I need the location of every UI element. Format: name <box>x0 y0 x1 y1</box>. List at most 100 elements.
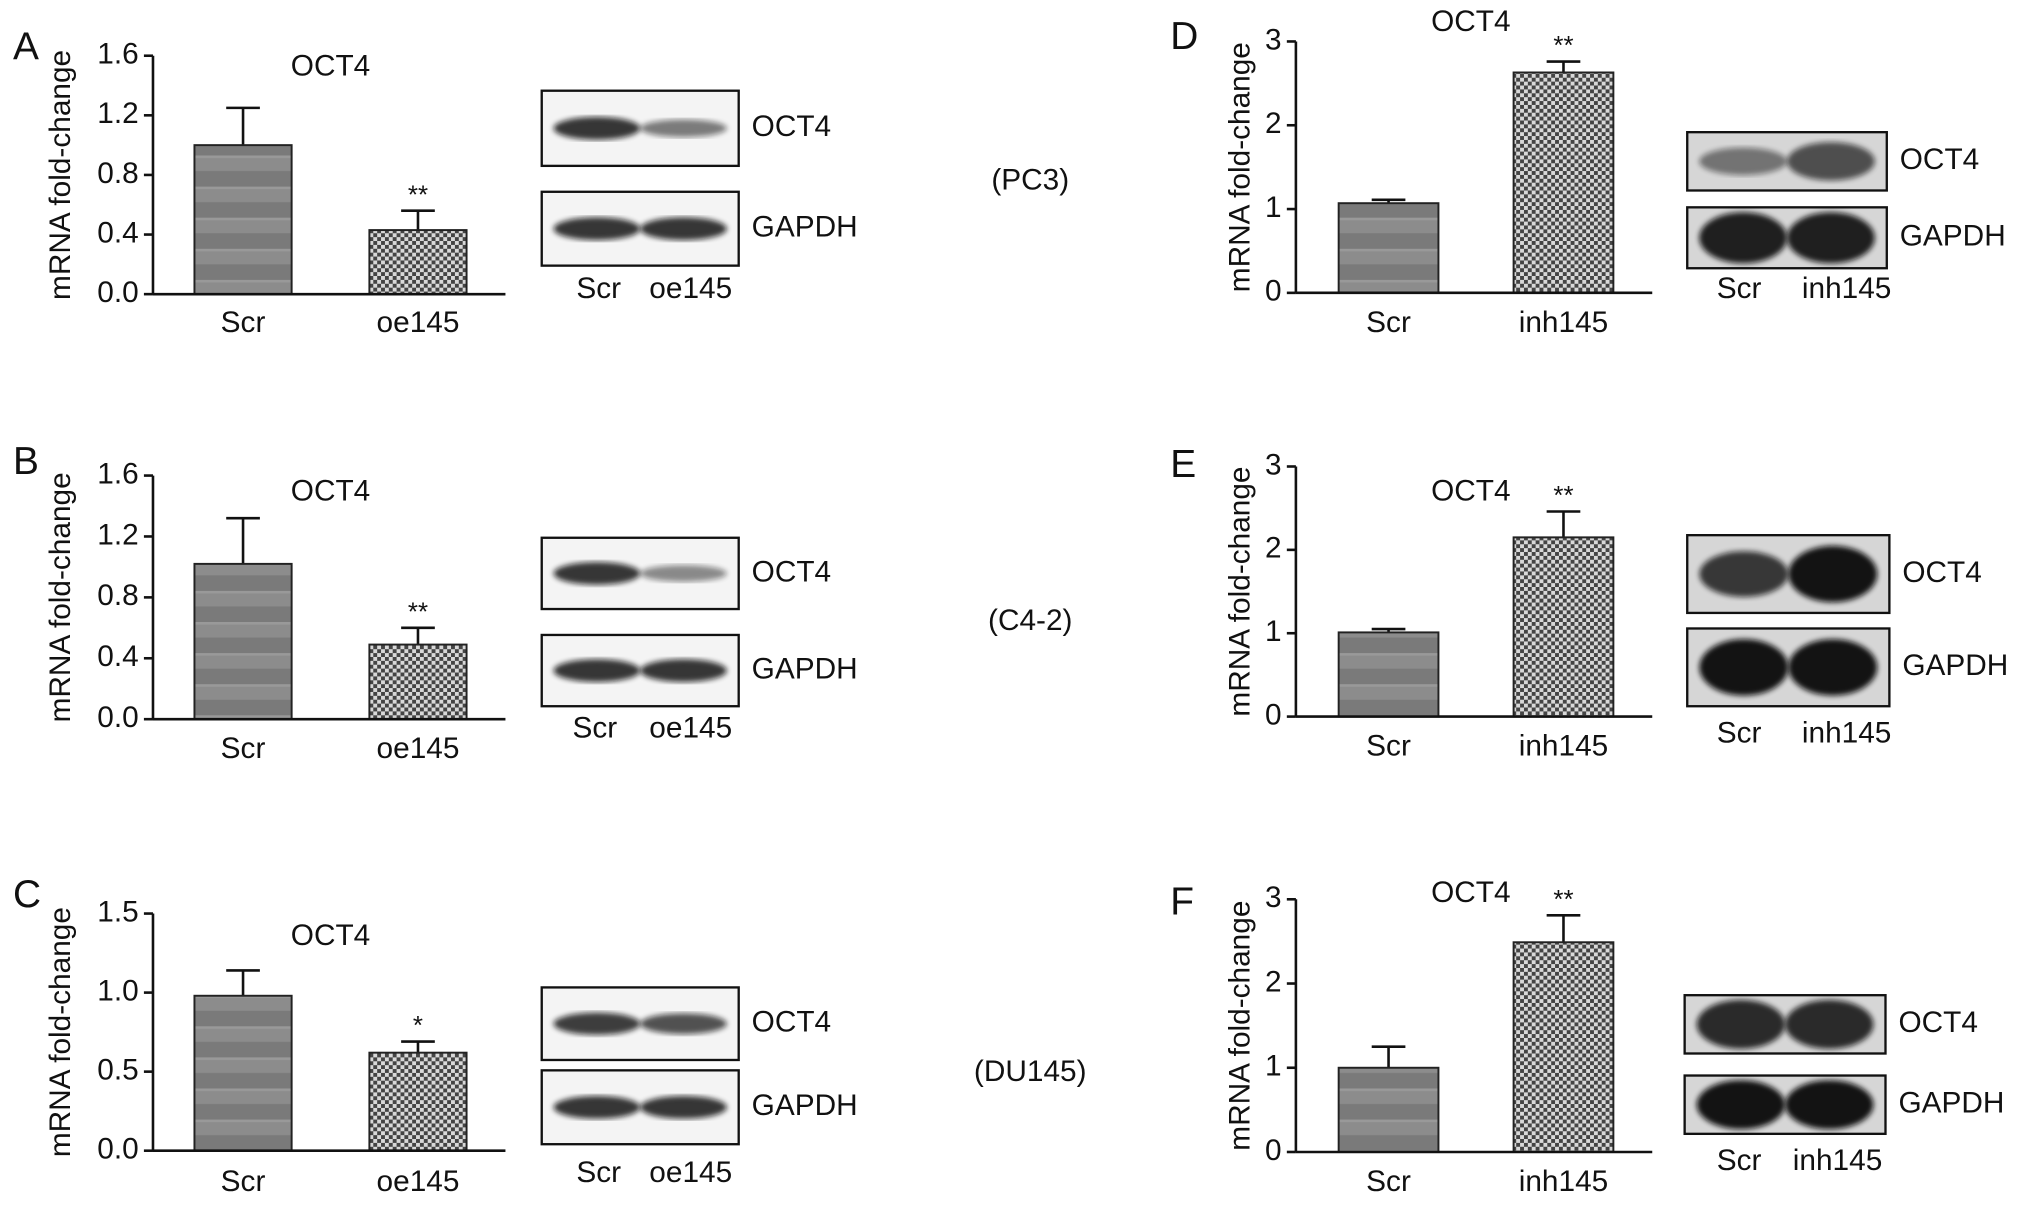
blot-band <box>1699 212 1788 264</box>
y-tick-label: 1.0 <box>97 974 138 1007</box>
y-tick-label: 0 <box>1265 275 1282 308</box>
y-tick-label: 1 <box>1265 1050 1282 1083</box>
blot-band-label: GAPDH <box>752 1089 858 1122</box>
panel: F OCT4 mRNA fold-change 0 1 2 3 Scr inh145 ** OCT4… <box>1170 876 2004 1198</box>
x-tick-label: oe145 <box>377 306 460 339</box>
cell-line-label: (C4-2) <box>988 604 1072 637</box>
blot-band-label: GAPDH <box>752 652 858 685</box>
bar <box>1512 536 1615 718</box>
bar <box>1337 1066 1440 1153</box>
bar <box>368 1051 468 1152</box>
bar <box>368 229 468 296</box>
blot-band-label: GAPDH <box>752 211 858 244</box>
panel: C OCT4 mRNA fold-change 0.0 0.5 1.0 1.5 Scr oe14… <box>13 873 1087 1198</box>
x-tick-label: inh145 <box>1519 306 1608 339</box>
y-tick-label: 0.4 <box>97 216 138 249</box>
blot-band-label: OCT4 <box>752 110 831 143</box>
y-axis-label: mRNA fold-change <box>1223 42 1256 292</box>
y-tick-label: 1.2 <box>97 518 138 551</box>
y-tick-label: 1.2 <box>97 97 138 130</box>
blot-band <box>1785 999 1874 1049</box>
y-tick-label: 0.0 <box>97 701 138 734</box>
blot-band <box>553 561 641 585</box>
blot-lane-label: Scr <box>1717 717 1762 750</box>
bar <box>193 562 293 721</box>
y-tick-label: 1 <box>1265 615 1282 648</box>
x-tick-label: Scr <box>221 732 266 765</box>
blot-band <box>1699 551 1789 597</box>
x-tick-label: Scr <box>221 306 266 339</box>
blot-band <box>1788 639 1878 696</box>
y-tick-label: 0.4 <box>97 640 138 673</box>
blot-lane-label: inh145 <box>1802 717 1891 750</box>
blot-band <box>553 1095 641 1119</box>
chart-title: OCT4 <box>291 49 370 82</box>
panel-letter: B <box>13 440 39 483</box>
chart-title: OCT4 <box>1431 474 1510 507</box>
blot-band <box>640 659 727 682</box>
blot-lane-label: inh145 <box>1802 272 1891 305</box>
chart-title: OCT4 <box>291 474 370 507</box>
x-tick-label: Scr <box>1366 730 1411 763</box>
y-tick-label: 2 <box>1265 965 1282 998</box>
y-axis-label: mRNA fold-change <box>1223 901 1256 1151</box>
blot-band-label: OCT4 <box>1902 556 1981 589</box>
y-axis-label: mRNA fold-change <box>44 907 77 1157</box>
blot-band <box>1787 142 1875 181</box>
chart-title: OCT4 <box>1431 5 1510 38</box>
y-tick-label: 0 <box>1265 698 1282 731</box>
blot-lane-label: Scr <box>1717 272 1762 305</box>
bar <box>1337 631 1440 718</box>
significance-label: ** <box>408 598 428 626</box>
blot-band <box>1696 1080 1786 1130</box>
y-tick-label: 1 <box>1265 191 1282 224</box>
blot-lane-label: Scr <box>1717 1144 1762 1177</box>
significance-label: * <box>413 1012 423 1040</box>
y-tick-label: 0.8 <box>97 579 138 612</box>
panel: B OCT4 mRNA fold-change 0.0 0.4 0.8 1.2 1.6 Scr o… <box>13 440 1072 765</box>
blot-band-label: GAPDH <box>1900 220 2006 253</box>
blot-band <box>640 217 727 241</box>
blot-band <box>553 1012 641 1035</box>
y-tick-label: 1.6 <box>97 457 138 490</box>
blot-band <box>640 119 727 138</box>
x-tick-label: oe145 <box>377 732 460 765</box>
panel-letter: E <box>1170 443 1196 486</box>
blot-band <box>1785 1080 1874 1130</box>
blot-band <box>553 659 641 682</box>
blot-band <box>1696 999 1786 1049</box>
y-tick-label: 0.5 <box>97 1054 138 1087</box>
blot-band <box>553 116 641 140</box>
significance-label: ** <box>408 181 428 209</box>
blot-band <box>1699 639 1789 696</box>
blot-band-label: OCT4 <box>1900 143 1979 176</box>
bar <box>368 643 468 721</box>
y-tick-label: 3 <box>1265 448 1282 481</box>
y-tick-label: 3 <box>1265 881 1282 914</box>
blot-lane-label: Scr <box>576 272 621 305</box>
blot-band-label: GAPDH <box>1902 649 2008 682</box>
y-tick-label: 3 <box>1265 23 1282 56</box>
x-tick-label: oe145 <box>377 1165 460 1198</box>
blot-lane-label: oe145 <box>649 272 732 305</box>
bar <box>193 144 293 296</box>
y-axis-label: mRNA fold-change <box>44 472 77 722</box>
panel: E OCT4 mRNA fold-change 0 1 2 3 Scr inh145 ** OCT4… <box>1170 443 2008 763</box>
y-tick-label: 0.8 <box>97 157 138 190</box>
panel: D OCT4 mRNA fold-change 0 1 2 3 Scr inh145 ** OCT4… <box>1170 5 2006 339</box>
y-tick-label: 0.0 <box>97 276 138 309</box>
panel-letter: A <box>13 26 39 69</box>
blot-band-label: OCT4 <box>752 555 831 588</box>
x-tick-label: Scr <box>221 1165 266 1198</box>
panel-letter: F <box>1170 881 1194 924</box>
bar <box>1337 202 1440 294</box>
blot-band <box>640 1095 727 1119</box>
y-tick-label: 2 <box>1265 532 1282 565</box>
blot-band <box>553 217 641 241</box>
y-tick-label: 0.0 <box>97 1133 138 1166</box>
blot-lane-label: oe145 <box>649 1156 732 1189</box>
x-tick-label: Scr <box>1366 1165 1411 1198</box>
x-tick-label: inh145 <box>1519 1165 1608 1198</box>
blot-lane-label: Scr <box>573 711 618 744</box>
